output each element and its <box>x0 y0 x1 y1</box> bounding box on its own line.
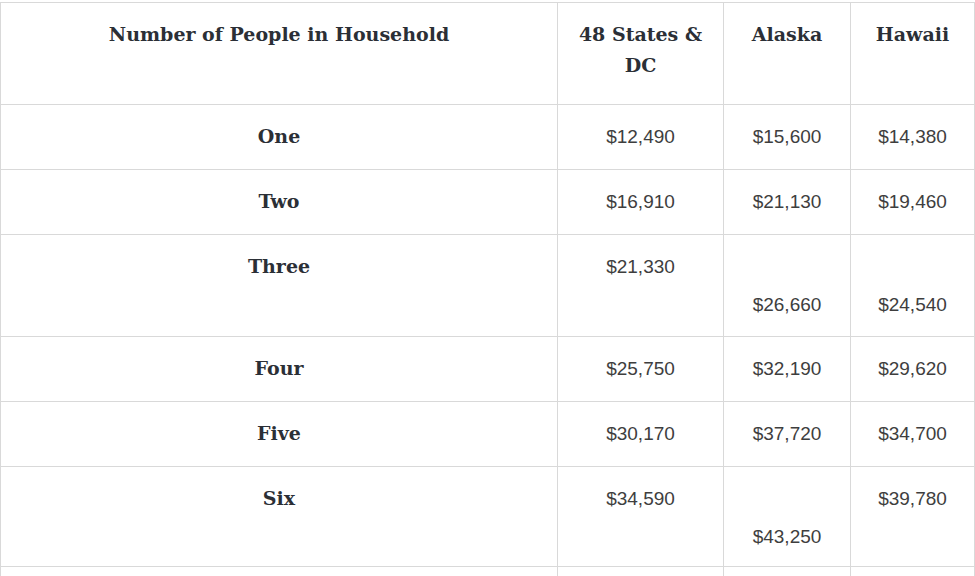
header-household-size: Number of People in Household <box>1 3 558 105</box>
alaska-value-cell: $43,250 <box>724 467 851 567</box>
hawaii-value-cell: $14,380 <box>851 105 975 170</box>
row-label: Six <box>9 483 549 514</box>
header-label: Hawaii <box>859 19 966 50</box>
states48-value-cell: $30,170 <box>558 402 724 467</box>
header-48-states-dc: 48 States & DC <box>558 3 724 105</box>
value-text: $37,720 <box>732 418 842 449</box>
household-label-cell: Two <box>1 170 558 235</box>
value-text: $21,130 <box>732 186 842 217</box>
empty-cell <box>1 567 558 576</box>
alaska-value-cell: $32,190 <box>724 337 851 402</box>
value-text: $29,620 <box>859 353 966 384</box>
alaska-value-cell: $37,720 <box>724 402 851 467</box>
value-text: $32,190 <box>732 353 842 384</box>
row-label: One <box>9 121 549 152</box>
row-label: Three <box>9 251 549 282</box>
hawaii-value-cell: $29,620 <box>851 337 975 402</box>
hawaii-value-cell: $39,780 <box>851 467 975 567</box>
table-row: Six $34,590 $43,250 $39,780 <box>1 467 975 567</box>
value-text: $30,170 <box>566 418 715 449</box>
value-text: $15,600 <box>732 121 842 152</box>
hawaii-value-cell: $19,460 <box>851 170 975 235</box>
value-text: $19,460 <box>859 186 966 217</box>
household-label-cell: Five <box>1 402 558 467</box>
alaska-value-cell: $26,660 <box>724 235 851 337</box>
value-text: $24,540 <box>859 251 966 320</box>
states48-value-cell: $25,750 <box>558 337 724 402</box>
household-label-cell: One <box>1 105 558 170</box>
poverty-level-table: Number of People in Household 48 States … <box>0 2 975 576</box>
header-label: Number of People in Household <box>9 19 549 50</box>
hawaii-value-cell: $24,540 <box>851 235 975 337</box>
value-text: $26,660 <box>732 251 842 320</box>
value-text: $16,910 <box>566 186 715 217</box>
table-row-partial-cutoff <box>1 567 975 576</box>
row-label: Four <box>9 353 549 384</box>
household-label-cell: Four <box>1 337 558 402</box>
alaska-value-cell: $15,600 <box>724 105 851 170</box>
value-text: $43,250 <box>732 483 842 552</box>
table-row: Five $30,170 $37,720 $34,700 <box>1 402 975 467</box>
value-text: $34,590 <box>566 483 715 514</box>
states48-value-cell: $34,590 <box>558 467 724 567</box>
table-row: Four $25,750 $32,190 $29,620 <box>1 337 975 402</box>
states48-value-cell: $21,330 <box>558 235 724 337</box>
empty-cell <box>724 567 851 576</box>
value-text: $34,700 <box>859 418 966 449</box>
value-text: $21,330 <box>566 251 715 282</box>
empty-cell <box>851 567 975 576</box>
row-label: Two <box>9 186 549 217</box>
states48-value-cell: $16,910 <box>558 170 724 235</box>
value-text: $12,490 <box>566 121 715 152</box>
header-label: Alaska <box>732 19 842 50</box>
header-alaska: Alaska <box>724 3 851 105</box>
header-hawaii: Hawaii <box>851 3 975 105</box>
table-header-row: Number of People in Household 48 States … <box>1 3 975 105</box>
table-row: One $12,490 $15,600 $14,380 <box>1 105 975 170</box>
value-text: $14,380 <box>859 121 966 152</box>
states48-value-cell: $12,490 <box>558 105 724 170</box>
table-row: Two $16,910 $21,130 $19,460 <box>1 170 975 235</box>
household-label-cell: Six <box>1 467 558 567</box>
table-row: Three $21,330 $26,660 $24,540 <box>1 235 975 337</box>
row-label: Five <box>9 418 549 449</box>
hawaii-value-cell: $34,700 <box>851 402 975 467</box>
alaska-value-cell: $21,130 <box>724 170 851 235</box>
header-label-line2: DC <box>566 50 715 81</box>
header-label-line1: 48 States & <box>566 19 715 50</box>
household-label-cell: Three <box>1 235 558 337</box>
value-text: $25,750 <box>566 353 715 384</box>
empty-cell <box>558 567 724 576</box>
value-text: $39,780 <box>859 483 966 514</box>
